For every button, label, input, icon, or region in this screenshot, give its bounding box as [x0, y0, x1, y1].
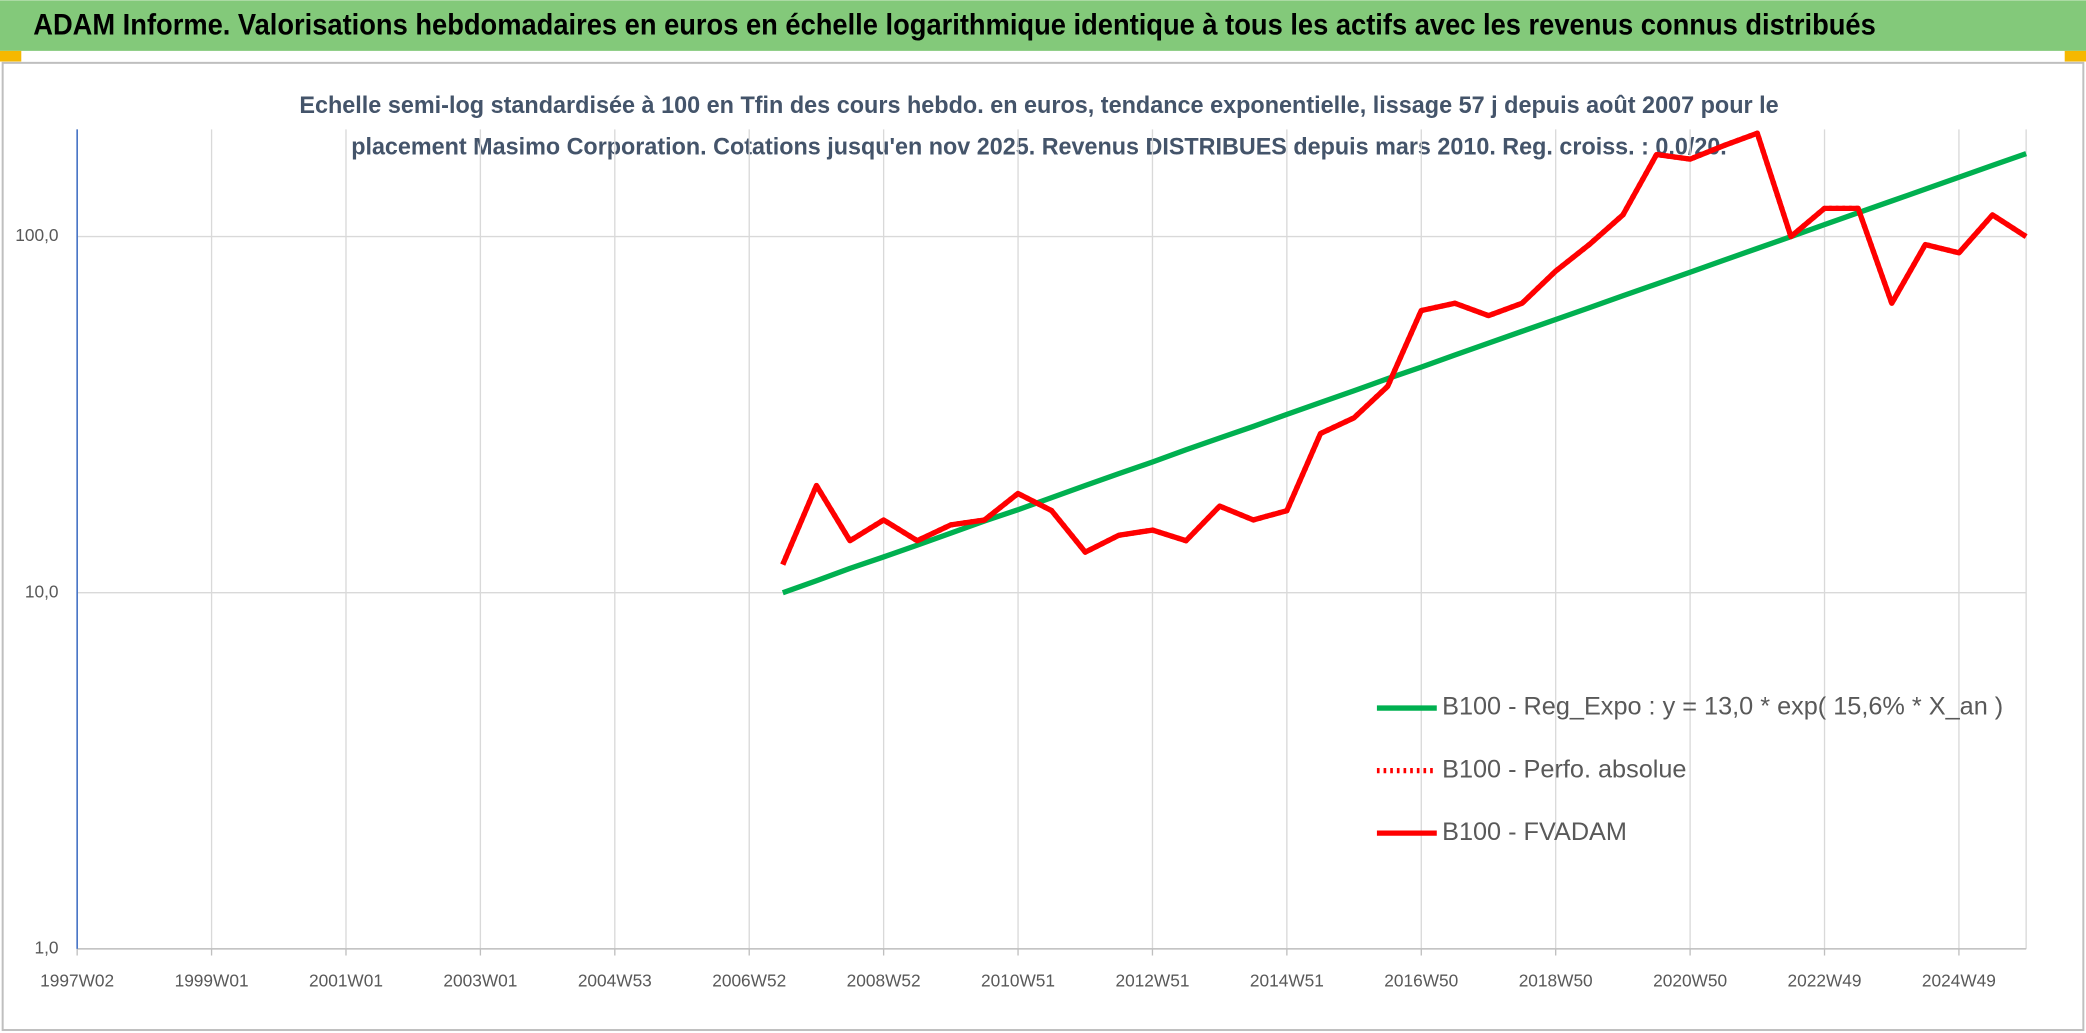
y-tick-label: 100,0 [15, 225, 58, 245]
x-tick-label: 2008W52 [847, 971, 921, 991]
y-tick-label: 1,0 [35, 937, 59, 957]
header-bar [0, 0, 2086, 51]
legend: B100 - Reg_Expo : y = 13,0 * exp( 15,6% … [1376, 693, 2003, 846]
x-tick-label: 2012W51 [1115, 971, 1189, 991]
x-tick-label: 2006W52 [712, 971, 786, 991]
x-tick-label: 2018W50 [1519, 971, 1593, 991]
plot-area: 1,0 10,0 100,0 1997W02 1999W01 2001W01 2003W01… [15, 129, 2028, 991]
legend-label: B100 - Perfo. absolue [1442, 755, 1686, 783]
y-tick-label: 10,0 [25, 581, 59, 601]
header-title: ADAM Informe. Valorisations hebdomadaire… [33, 10, 1876, 42]
x-tick-label: 2016W50 [1384, 971, 1458, 991]
x-tick-label: 2022W49 [1788, 971, 1862, 991]
chart-title: placement Masimo Corporation. Cotations … [351, 133, 1727, 160]
x-tick-label: 2001W01 [309, 971, 383, 991]
corner [2064, 50, 2086, 62]
corner [0, 50, 22, 62]
x-tick-label: 1997W02 [40, 971, 114, 991]
series-line [781, 151, 2028, 596]
x-tick-label: 2004W53 [578, 971, 652, 991]
x-tick-label: 1999W01 [175, 971, 249, 991]
x-tick-label: 2014W51 [1250, 971, 1324, 991]
x-tick-label: 2003W01 [443, 971, 517, 991]
chart-title: Echelle semi-log standardisée à 100 en T… [299, 92, 1778, 119]
chart-frame [1, 61, 2085, 1032]
legend-label: B100 - Reg_Expo : y = 13,0 * exp( 15,6% … [1442, 693, 2003, 721]
series-line [780, 130, 2028, 566]
x-tick-label: 2020W50 [1653, 971, 1727, 991]
x-tick-label: 2010W51 [981, 971, 1055, 991]
x-tick-label: 2024W49 [1922, 971, 1996, 991]
legend-label: B100 - FVADAM [1442, 818, 1627, 846]
